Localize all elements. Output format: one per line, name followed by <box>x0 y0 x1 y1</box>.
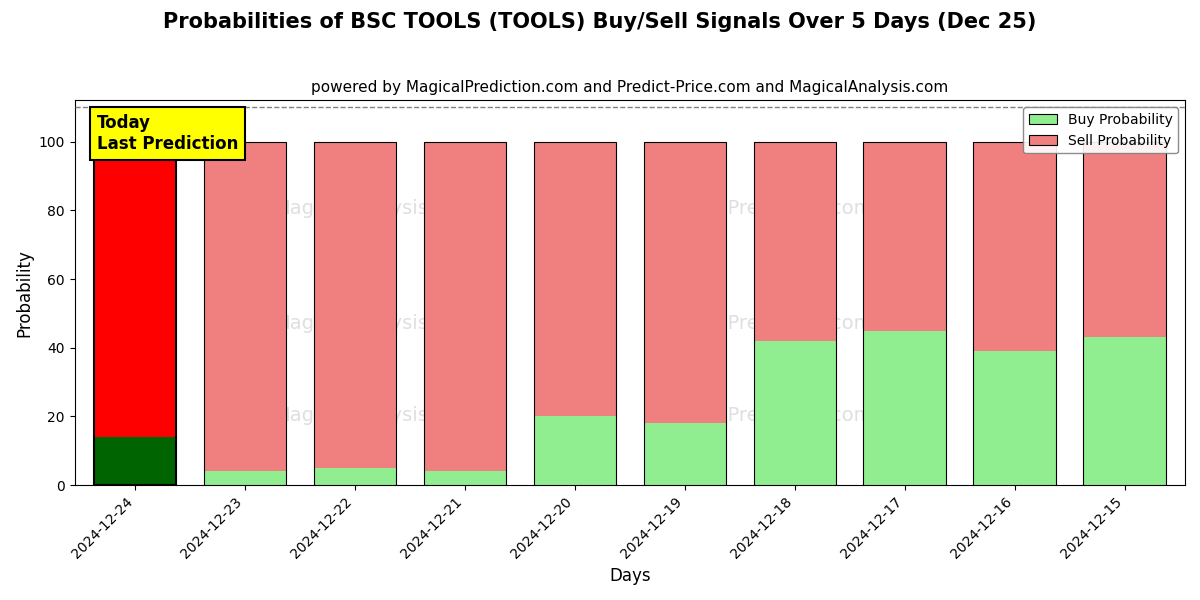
Bar <box>643 424 726 485</box>
Bar <box>94 437 176 485</box>
Text: MagicalAnalysis.com: MagicalAnalysis.com <box>274 199 476 218</box>
Bar <box>534 142 616 485</box>
Bar <box>313 142 396 485</box>
Text: MagicalAnalysis.com: MagicalAnalysis.com <box>274 406 476 425</box>
Text: Probabilities of BSC TOOLS (TOOLS) Buy/Sell Signals Over 5 Days (Dec 25): Probabilities of BSC TOOLS (TOOLS) Buy/S… <box>163 12 1037 32</box>
Text: MagicalPrediction.com: MagicalPrediction.com <box>653 406 872 425</box>
Bar <box>973 142 1056 351</box>
Bar <box>1084 337 1165 485</box>
Bar <box>424 142 506 472</box>
Bar <box>204 142 287 472</box>
Bar <box>313 142 396 468</box>
Bar <box>534 142 616 416</box>
Text: Today
Last Prediction: Today Last Prediction <box>97 114 238 153</box>
Bar <box>534 416 616 485</box>
Bar <box>424 142 506 485</box>
Bar <box>754 341 836 485</box>
Bar <box>864 331 946 485</box>
Text: MagicalAnalysis.com: MagicalAnalysis.com <box>274 314 476 333</box>
X-axis label: Days: Days <box>610 567 650 585</box>
Bar <box>1084 142 1165 485</box>
Legend: Buy Probability, Sell Probability: Buy Probability, Sell Probability <box>1024 107 1178 154</box>
Bar <box>754 142 836 341</box>
Bar <box>864 142 946 331</box>
Bar <box>204 472 287 485</box>
Bar <box>313 468 396 485</box>
Y-axis label: Probability: Probability <box>16 249 34 337</box>
Bar <box>204 142 287 485</box>
Text: MagicalPrediction.com: MagicalPrediction.com <box>653 314 872 333</box>
Bar <box>94 142 176 485</box>
Bar <box>424 472 506 485</box>
Bar <box>973 142 1056 485</box>
Bar <box>973 351 1056 485</box>
Bar <box>643 142 726 485</box>
Title: powered by MagicalPrediction.com and Predict-Price.com and MagicalAnalysis.com: powered by MagicalPrediction.com and Pre… <box>311 80 948 95</box>
Bar <box>864 142 946 485</box>
Bar <box>1084 142 1165 337</box>
Bar <box>643 142 726 424</box>
Text: MagicalPrediction.com: MagicalPrediction.com <box>653 199 872 218</box>
Bar <box>754 142 836 485</box>
Bar <box>94 142 176 437</box>
